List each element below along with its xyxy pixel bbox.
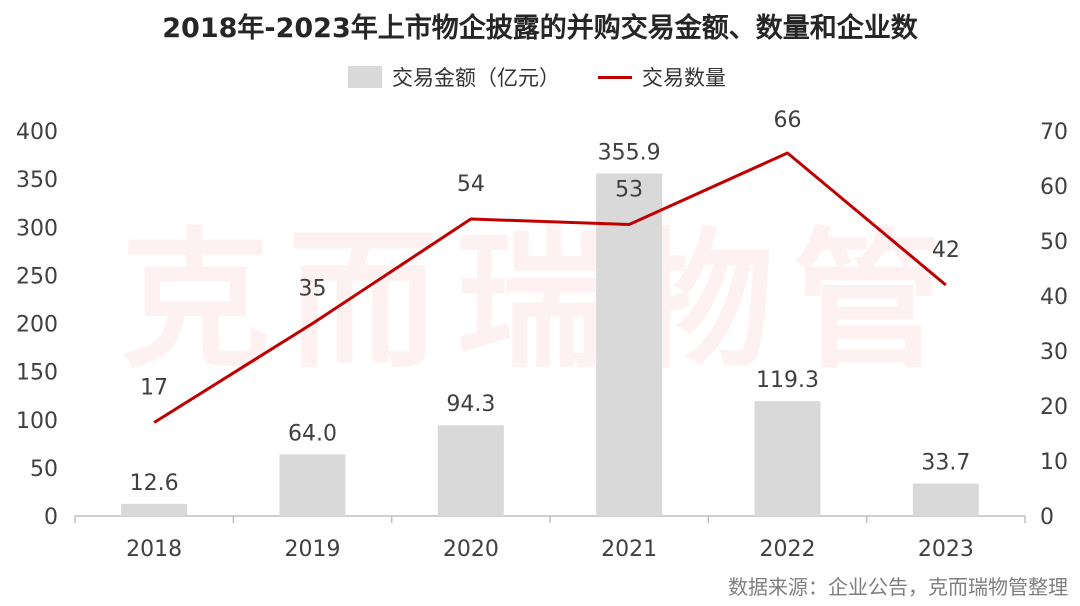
legend-item-amount: 交易金额（亿元） bbox=[348, 62, 560, 92]
x-tick-label: 2018 bbox=[126, 537, 182, 562]
bar-value-label: 119.3 bbox=[756, 368, 819, 393]
y-right-tick-label: 0 bbox=[1040, 505, 1054, 530]
y-left-tick-label: 0 bbox=[44, 505, 58, 530]
bar-value-label: 33.7 bbox=[921, 451, 970, 476]
y-right-tick-label: 70 bbox=[1040, 120, 1068, 145]
y-left-tick-label: 400 bbox=[16, 120, 58, 145]
bar-value-label: 94.3 bbox=[446, 392, 495, 417]
line-value-label: 66 bbox=[774, 108, 802, 133]
y-left-tick-label: 50 bbox=[30, 457, 58, 482]
y-left-tick-label: 300 bbox=[16, 216, 58, 241]
line-value-label: 54 bbox=[457, 172, 485, 197]
bar-2021 bbox=[596, 173, 663, 517]
bar-2019 bbox=[279, 454, 346, 516]
y-right-tick-label: 10 bbox=[1040, 450, 1068, 475]
y-left-tick-label: 250 bbox=[16, 264, 58, 289]
y-right-tick-label: 20 bbox=[1040, 395, 1068, 420]
bar-2022 bbox=[754, 401, 821, 516]
y-right-tick-label: 50 bbox=[1040, 230, 1068, 255]
line-value-label: 35 bbox=[299, 277, 327, 302]
y-right-tick-label: 30 bbox=[1040, 340, 1068, 365]
bar-2023 bbox=[912, 483, 979, 516]
bar-2018 bbox=[121, 503, 188, 516]
y-right-tick-label: 40 bbox=[1040, 285, 1068, 310]
line-value-label: 17 bbox=[140, 376, 168, 401]
source-note: 数据来源：企业公告，克而瑞物管整理 bbox=[728, 575, 1068, 599]
y-left-tick-label: 350 bbox=[16, 168, 58, 193]
y-left-tick-label: 200 bbox=[16, 313, 58, 338]
legend-swatch-line bbox=[598, 75, 632, 79]
x-tick-label: 2022 bbox=[760, 537, 816, 562]
x-tick-label: 2019 bbox=[285, 537, 341, 562]
y-right-tick-label: 60 bbox=[1040, 175, 1068, 200]
x-tick-label: 2020 bbox=[443, 537, 499, 562]
legend-label-count: 交易数量 bbox=[642, 66, 726, 90]
chart-title: 2018年-2023年上市物企披露的并购交易金额、数量和企业数 bbox=[162, 13, 918, 44]
line-value-label: 42 bbox=[932, 238, 960, 263]
bar-value-label: 64.0 bbox=[288, 421, 337, 446]
x-tick-label: 2023 bbox=[918, 537, 974, 562]
x-tick-label: 2021 bbox=[601, 537, 657, 562]
y-left-tick-label: 100 bbox=[16, 409, 58, 434]
line-value-label: 53 bbox=[615, 178, 643, 203]
legend-swatch-bar bbox=[348, 66, 382, 88]
bar-value-label: 12.6 bbox=[130, 471, 179, 496]
legend: 交易金额（亿元） 交易数量 bbox=[0, 62, 1080, 96]
line-series-count bbox=[153, 151, 947, 424]
legend-label-amount: 交易金额（亿元） bbox=[392, 66, 560, 90]
legend-item-count: 交易数量 bbox=[598, 62, 726, 92]
bar-2020 bbox=[437, 425, 504, 516]
y-left-tick-label: 150 bbox=[16, 361, 58, 386]
bar-value-label: 355.9 bbox=[598, 140, 661, 165]
